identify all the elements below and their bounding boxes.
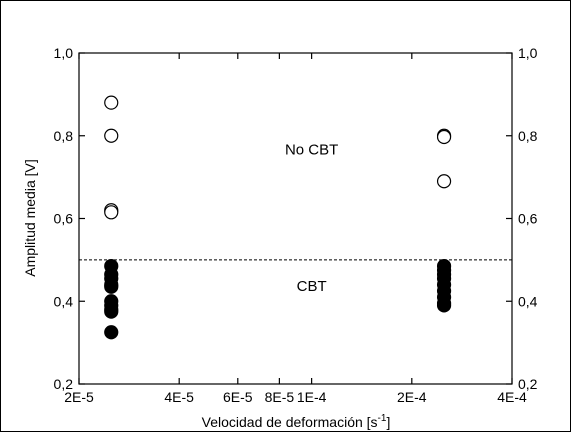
y-tick-label-right-3: 0,8 [518,128,538,144]
y-tick-label-right-1: 0,4 [518,293,538,309]
x-tick-label-1: 4E-5 [164,389,194,405]
x-tick-label-3: 8E-5 [265,389,295,405]
filled-point-9 [104,325,119,340]
annotation-1: CBT [297,278,327,295]
y-tick-label-left-3: 0,8 [54,128,74,144]
open-point-3 [104,205,119,220]
open-point-5 [436,129,452,145]
annotation-0: No CBT [285,141,338,158]
x-tick-label-4: 1E-4 [297,389,327,405]
y-tick-label-right-2: 0,6 [518,211,538,227]
y-tick-label-left-1: 0,4 [54,293,74,309]
filled-point-18 [436,298,452,313]
x-tick-label-6: 4E-4 [497,389,527,405]
open-point-0 [104,95,119,110]
y-tick-label-left-4: 1,0 [54,45,74,61]
y-tick-label-left-2: 0,6 [54,211,74,227]
ticks-layer: 2E-5 4E-5 6E-5 8E-5 1E-4 2E-4 4E-40,2 0,20,4 0,4… [54,45,538,405]
x-axis-title-tail: ] [386,414,390,430]
y-tick-label-left-0: 0,2 [54,376,74,392]
x-tick-label-2: 6E-5 [223,389,253,405]
x-axis-title-sup: -1 [378,413,387,424]
y-tick-label-right-4: 1,0 [518,45,538,61]
marks-layer: No CBT CBT [104,95,452,340]
y-tick-label-right-0: 0,2 [518,376,538,392]
x-tick-label-5: 2E-4 [397,389,427,405]
y-axis-title: Amplitud media [V] [22,159,38,277]
open-point-1 [104,128,119,143]
filled-point-4 [104,279,119,294]
x-tick-label-0: 2E-5 [64,389,94,405]
filled-point-8 [104,304,119,319]
open-point-6 [436,174,452,189]
x-axis-title-main: Velocidad de deformación [s [202,414,378,430]
x-axis-title: Velocidad de deformación [s-1] [202,413,391,430]
